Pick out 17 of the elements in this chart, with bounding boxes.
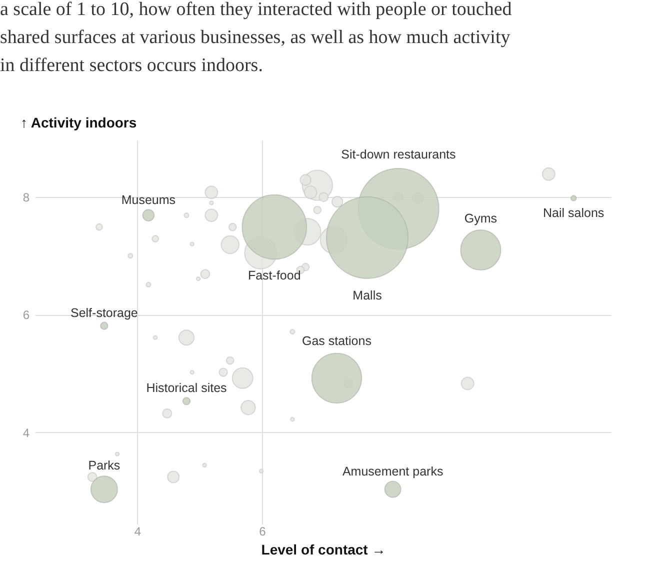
annotation: Fast-food [248,268,301,282]
annotation: Malls [352,288,382,303]
annotation: Self-storage [70,306,138,320]
chart-subtitle: a scale of 1 to 10, how often they interacted with people or touched shared surfaces at various businesses, as well as how much activity in different sectors occurs indoors. [0,0,512,76]
annotation: Nail salons [543,206,604,220]
annotation: Sit-down restaurants [341,147,456,162]
annotation: Gyms [464,211,498,226]
x-axis-title: Level of contact → [261,542,386,558]
y-tick-label: 4 [22,426,30,440]
y-axis-title: ↑ Activity indoors [20,114,137,130]
annotation: Amusement parks [342,464,444,478]
y-tick-label: 8 [22,190,30,205]
annotation: Historical sites [146,381,227,396]
annotation: Museums [121,192,176,207]
annotation: Parks [88,458,120,472]
y-tick-label: 6 [22,308,30,322]
annotation: Gas stations [302,334,372,348]
